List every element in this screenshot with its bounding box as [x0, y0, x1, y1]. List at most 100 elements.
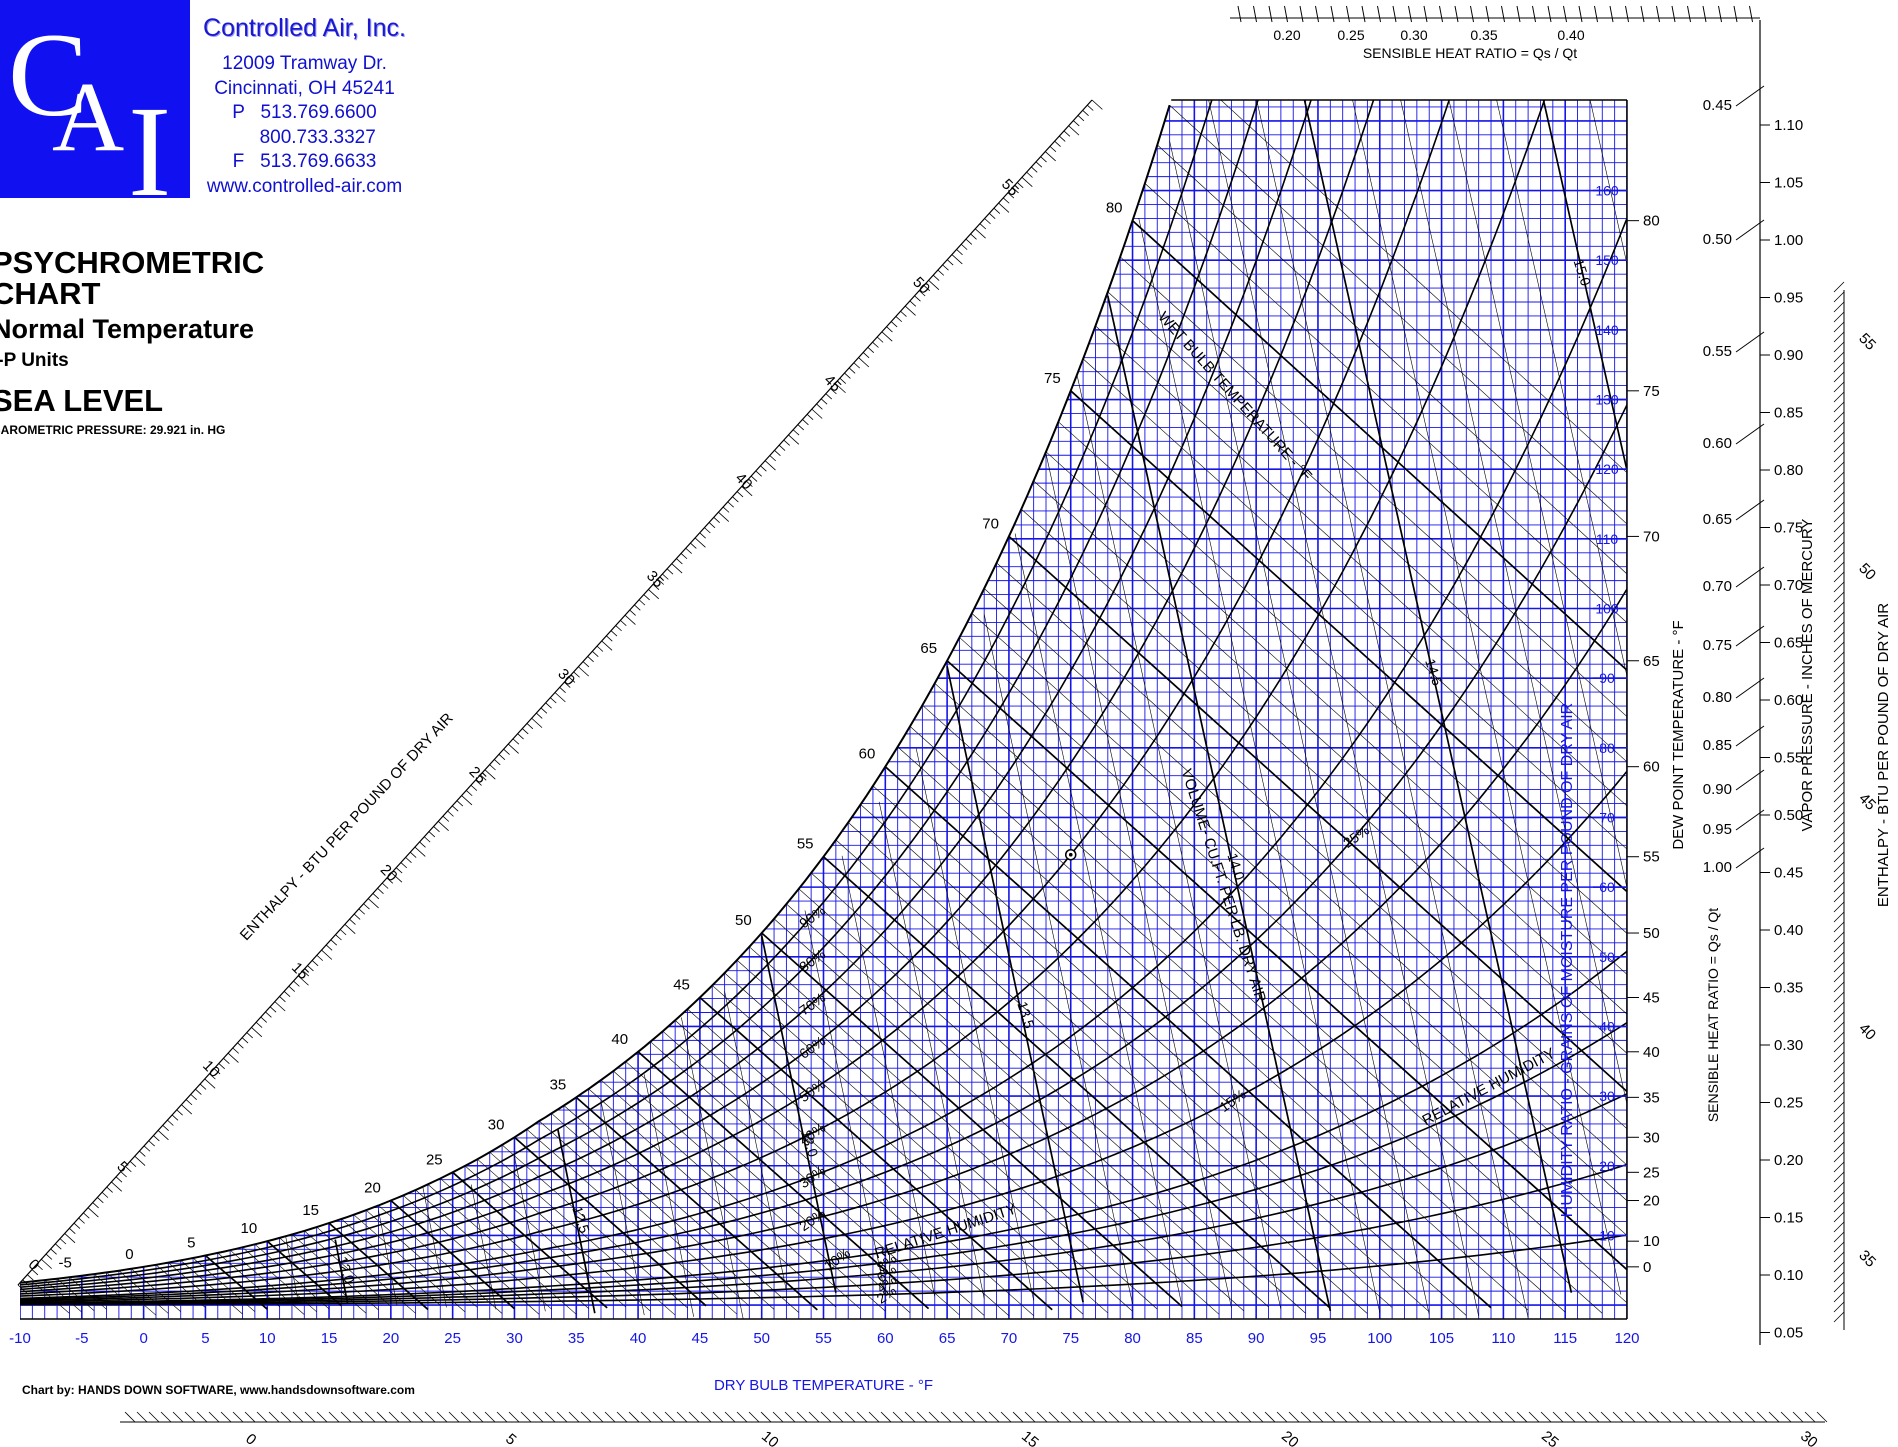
enthalpy-bottom-tick — [328, 1411, 340, 1423]
address-line: Cincinnati, OH 45241 — [214, 77, 395, 99]
enthalpy-bottom-tick — [1588, 1411, 1600, 1423]
enthalpy-diagonal-tick — [965, 238, 973, 245]
enthalpy-diagonal-tick — [1073, 120, 1080, 127]
dew-point-tick: 25 — [1643, 1164, 1660, 1181]
wet-bulb-minor-line — [254, 1244, 330, 1310]
enthalpy-right-tick — [1833, 811, 1845, 823]
enthalpy-right-tick — [1833, 311, 1845, 323]
enthalpy-diagonal-tick — [568, 676, 576, 683]
wet-bulb-minor-line — [810, 872, 1306, 1314]
enthalpy-right-tick — [1833, 1181, 1845, 1193]
enthalpy-bottom-tick — [1348, 1411, 1360, 1423]
enthalpy-diagonal-tick — [522, 728, 529, 735]
enthalpy-right-tick — [1833, 361, 1845, 373]
dry-bulb-tick: 100 — [1367, 1330, 1392, 1347]
enthalpy-diagonal-tick — [582, 661, 590, 668]
shr-top-tick — [1330, 5, 1335, 23]
enthalpy-diagonal-tick — [652, 584, 660, 590]
enthalpy-diagonal-tick — [657, 578, 664, 585]
volume-minor-line — [600, 1101, 645, 1316]
enthalpy-right-tick — [1833, 281, 1845, 293]
enthalpy-right-tick — [1833, 1141, 1845, 1153]
enthalpy-diagonal-tick — [746, 480, 753, 487]
enthalpy-diagonal-axis-label: ENTHALPY - BTU PER POUND OF DRY AIR — [237, 710, 457, 944]
enthalpy-diagonal-tick — [288, 985, 296, 992]
website-link[interactable]: www.controlled-air.com — [206, 175, 403, 197]
enthalpy-bottom-tick — [1660, 1411, 1672, 1423]
shr-right-tick — [1735, 725, 1765, 747]
enthalpy-diagonal-tick — [255, 1021, 263, 1028]
enthalpy-bottom-tick — [1732, 1411, 1744, 1423]
wet-bulb-line — [822, 856, 1331, 1309]
enthalpy-bottom-tick — [1792, 1411, 1804, 1423]
enthalpy-diagonal-tick — [111, 1181, 123, 1192]
enthalpy-right-tick — [1833, 691, 1845, 703]
enthalpy-diagonal-tick — [59, 1238, 67, 1245]
enthalpy-diagonal-tick — [825, 393, 833, 400]
volume-line — [334, 1239, 349, 1304]
enthalpy-diagonal-tick — [377, 887, 384, 894]
enthalpy-diagonal-tick — [615, 625, 622, 632]
enthalpy-diagonal-tick — [330, 939, 338, 946]
volume-line — [1366, 100, 1627, 1019]
humidity-tick: 20 — [1599, 1158, 1615, 1174]
volume-minor-line — [1194, 100, 1479, 1316]
dry-bulb-tick: 20 — [383, 1330, 400, 1347]
enthalpy-diagonal-tick — [1017, 182, 1024, 189]
dew-point-tick: 20 — [1643, 1193, 1660, 1210]
enthalpy-bottom-tick — [256, 1411, 268, 1423]
enthalpy-diagonal-tick — [634, 604, 641, 611]
wet-bulb-minor-line — [959, 637, 1627, 1314]
shr-top-tick — [1733, 5, 1738, 23]
enthalpy-diagonal-tick — [900, 310, 907, 317]
enthalpy-diagonal-tick — [512, 738, 520, 745]
enthalpy-right-tick — [1833, 721, 1845, 733]
wet-bulb-minor-line — [934, 683, 1627, 1315]
enthalpy-bottom-tick — [904, 1411, 916, 1423]
enthalpy-diagonal-tick — [45, 1253, 53, 1260]
enthalpy-right-tick — [1833, 821, 1845, 833]
shr-top-label: 0.40 — [1557, 27, 1584, 43]
enthalpy-bottom-tick — [1012, 1411, 1024, 1423]
enthalpy-bottom-tick — [124, 1411, 136, 1423]
saturation-temp-label: 0 — [125, 1246, 133, 1263]
enthalpy-diagonal-tick — [372, 893, 380, 900]
enthalpy-right-tick — [1833, 961, 1845, 973]
wet-bulb-minor-line — [983, 588, 1627, 1310]
enthalpy-bottom-tick — [1300, 1411, 1312, 1423]
enthalpy-diagonal-tick — [1035, 161, 1043, 168]
enthalpy-diagonal-tick — [666, 568, 674, 575]
enthalpy-diagonal-tick — [540, 707, 548, 714]
enthalpy-bottom-tick — [292, 1411, 304, 1423]
dry-bulb-tick: 10 — [259, 1330, 276, 1347]
dry-bulb-tick: 105 — [1429, 1330, 1454, 1347]
wet-bulb-minor-line — [526, 1129, 738, 1315]
wet-bulb-line — [328, 1222, 429, 1311]
enthalpy-bottom-tick — [1096, 1411, 1108, 1423]
saturation-temp-label: -5 — [58, 1255, 71, 1272]
enthalpy-diagonal-tick — [951, 254, 963, 265]
enthalpy-diagonal-tick — [41, 1258, 52, 1269]
enthalpy-diagonal-label: 55 — [998, 176, 1022, 200]
wet-bulb-minor-line — [501, 1144, 688, 1309]
enthalpy-bottom-tick — [220, 1411, 232, 1423]
enthalpy-diagonal-tick — [218, 1063, 225, 1070]
wet-bulb-minor-line — [625, 1061, 911, 1313]
enthalpy-right-tick — [1833, 1271, 1845, 1283]
dry-bulb-tick: 25 — [444, 1330, 461, 1347]
dry-bulb-tick: 40 — [630, 1330, 647, 1347]
enthalpy-diagonal-tick — [858, 357, 870, 368]
enthalpy-diagonal-tick — [676, 558, 683, 565]
enthalpy-bottom-tick — [172, 1411, 184, 1423]
shr-right-tick — [1735, 331, 1765, 353]
volume-minor-line — [1014, 533, 1183, 1306]
humidity-tick: 140 — [1595, 322, 1619, 338]
shr-top-label: 0.20 — [1273, 27, 1300, 43]
wet-bulb-minor-line — [378, 1205, 503, 1314]
shr-right-tick — [1735, 423, 1765, 445]
enthalpy-diagonal-tick — [545, 702, 552, 709]
wet-bulb-minor-line — [538, 1120, 750, 1307]
wet-bulb-minor-line — [1033, 480, 1627, 1315]
enthalpy-right-tick — [1833, 301, 1845, 313]
enthalpy-diagonal-label: 20 — [377, 861, 401, 885]
